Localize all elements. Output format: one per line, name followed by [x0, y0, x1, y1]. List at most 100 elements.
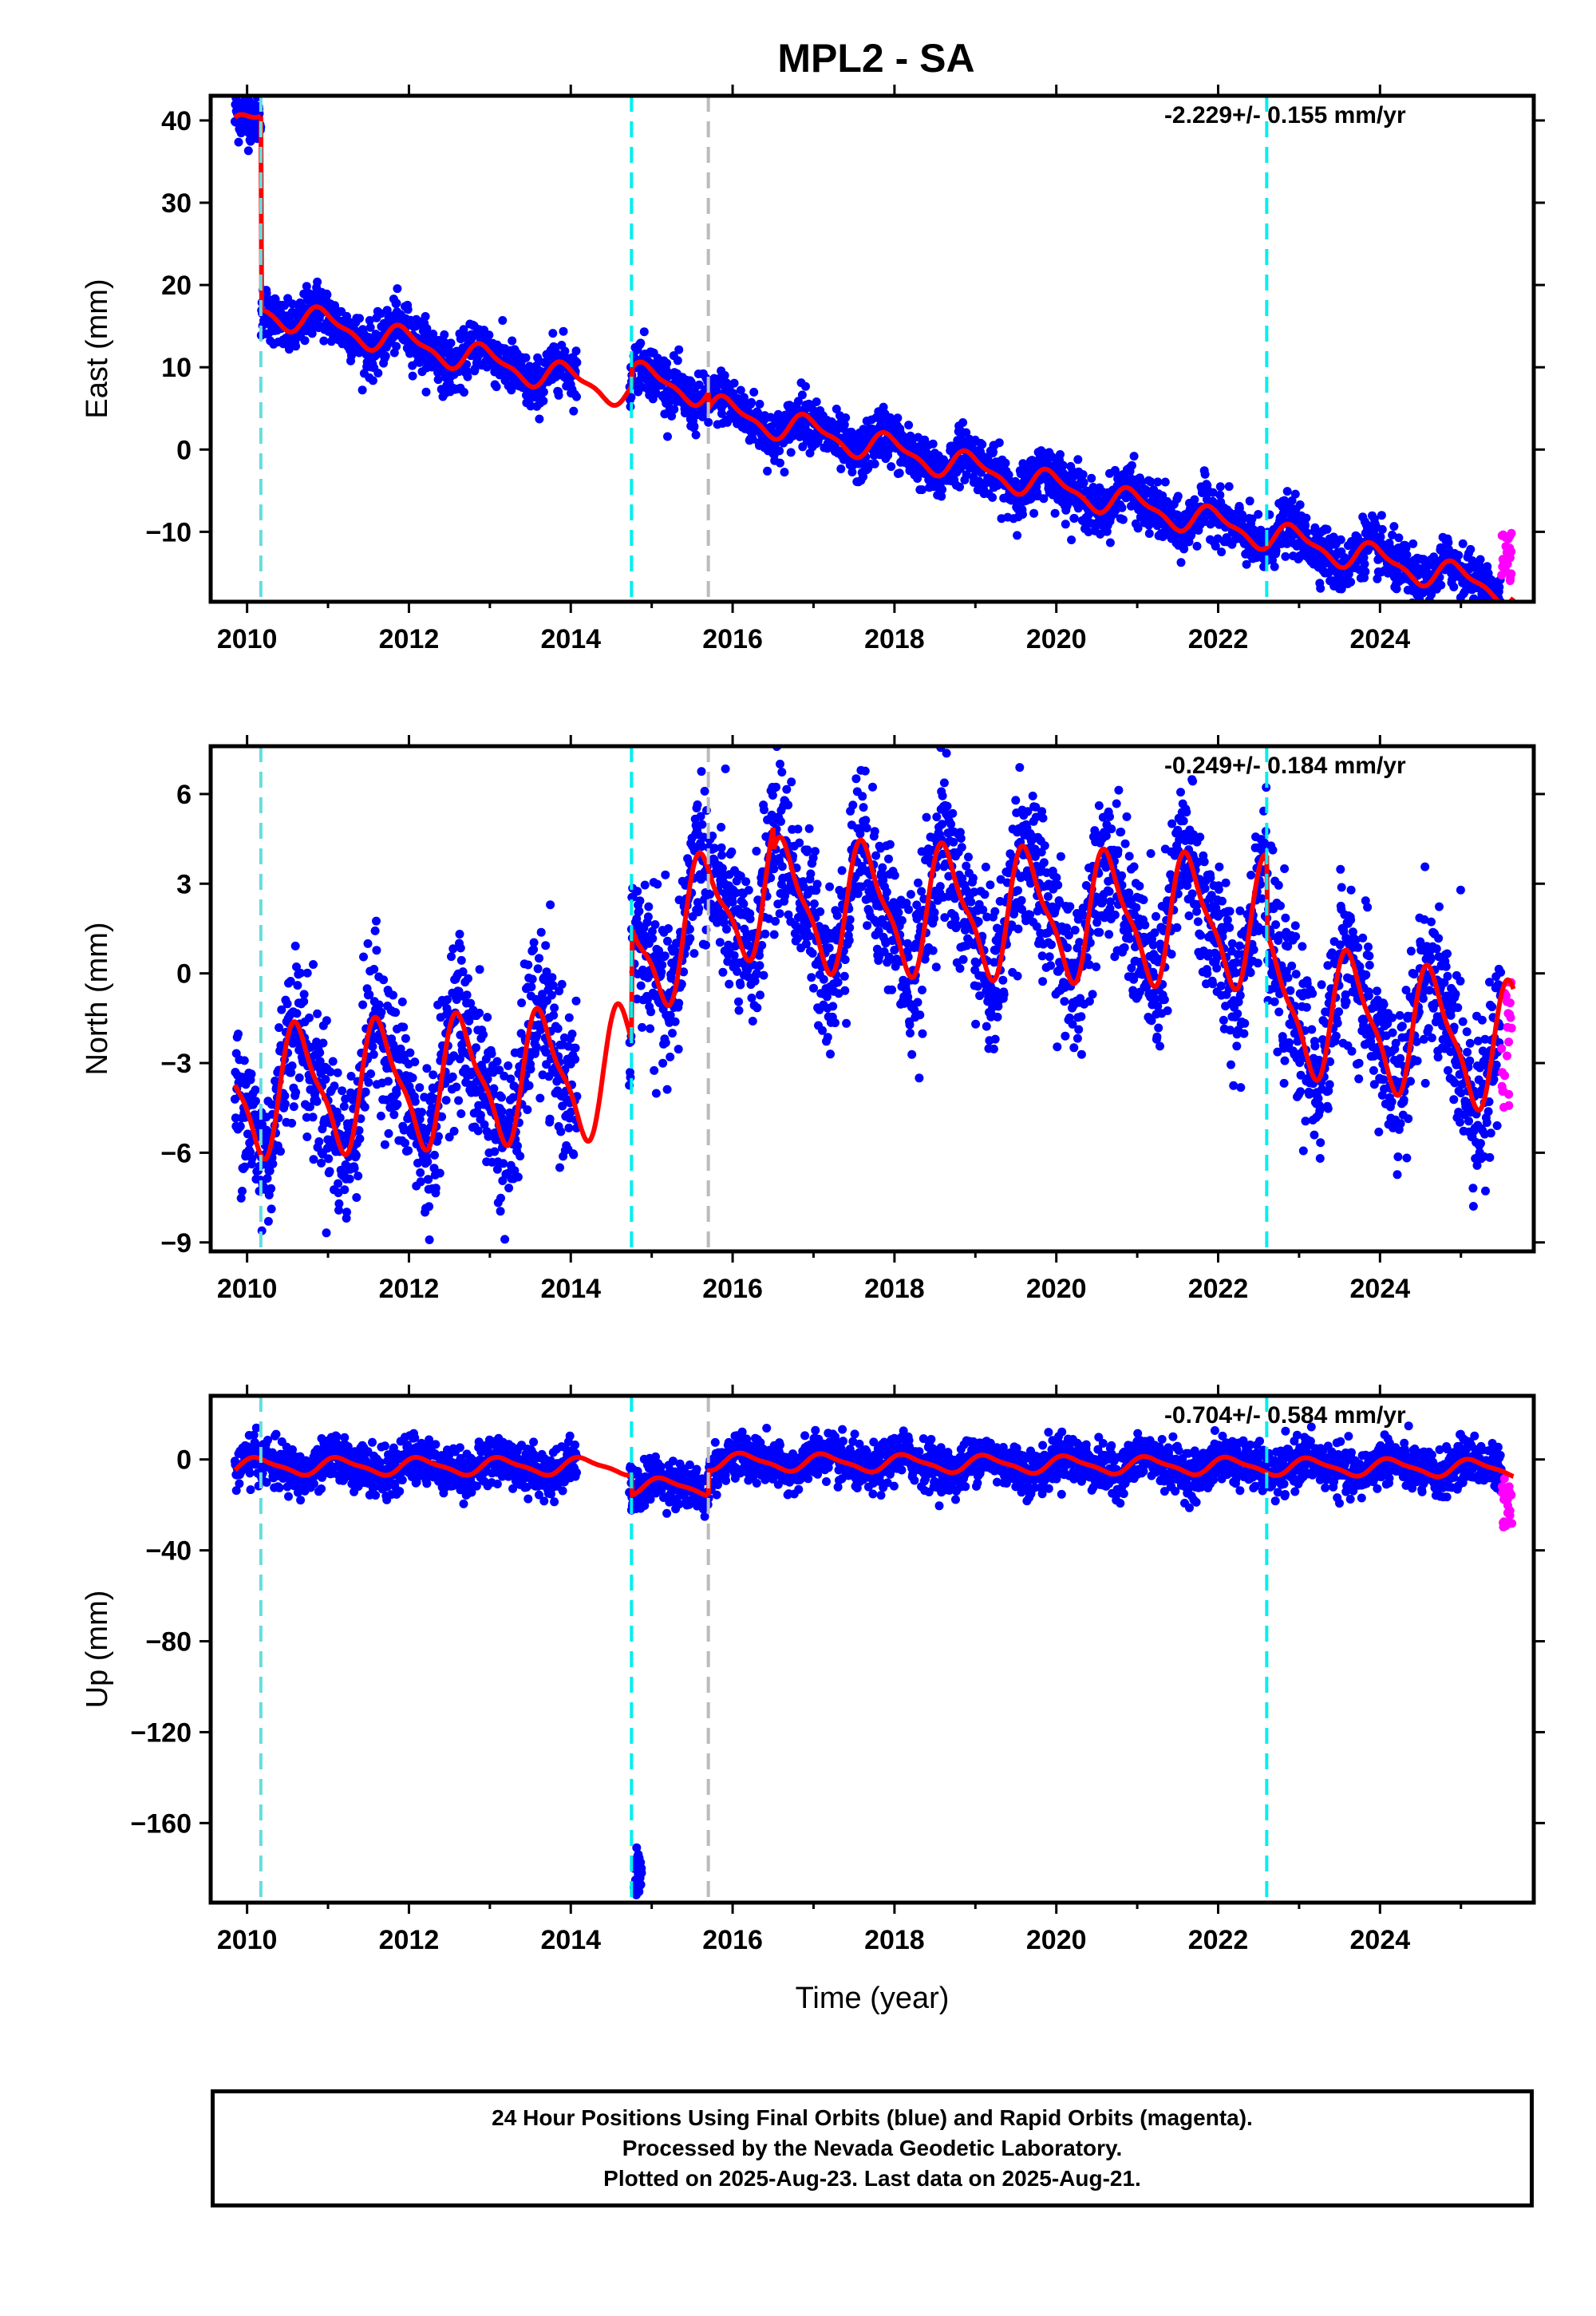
data-point	[1458, 539, 1468, 548]
data-point	[962, 470, 971, 480]
data-point	[704, 417, 713, 427]
data-point	[267, 1184, 276, 1193]
data-point	[670, 405, 679, 414]
data-point	[305, 1102, 314, 1112]
data-point	[747, 994, 757, 1002]
data-point	[1061, 520, 1070, 529]
data-point	[555, 1163, 564, 1172]
data-point	[541, 1048, 551, 1057]
data-point	[382, 306, 392, 315]
data-point	[403, 305, 413, 314]
data-point	[763, 466, 772, 476]
data-point	[1290, 489, 1300, 499]
data-point	[769, 864, 779, 874]
data-point	[1215, 490, 1225, 500]
data-point	[772, 782, 780, 792]
data-point	[651, 1089, 661, 1098]
data-point	[1153, 477, 1163, 487]
data-point	[696, 812, 705, 821]
data-point	[793, 934, 802, 943]
data-point	[745, 914, 755, 923]
data-point	[1476, 607, 1485, 615]
data-point	[780, 468, 789, 477]
data-point	[720, 370, 729, 380]
data-point	[555, 986, 564, 996]
data-point	[291, 1088, 301, 1097]
data-point	[739, 899, 749, 909]
data-point	[292, 962, 301, 971]
data-point	[358, 1000, 368, 1010]
data-point	[365, 990, 374, 999]
data-point	[535, 954, 543, 963]
data-point	[700, 786, 709, 796]
data-point	[723, 957, 733, 966]
data-point	[760, 929, 770, 939]
model-fit-line	[233, 112, 262, 121]
data-point	[640, 880, 650, 890]
plot-area-east	[230, 96, 1516, 621]
data-point	[421, 312, 430, 321]
data-point	[462, 990, 472, 1000]
data-point	[697, 820, 707, 829]
data-point	[808, 949, 817, 958]
data-point	[500, 1235, 510, 1244]
data-point	[808, 853, 818, 863]
data-point	[1224, 482, 1234, 492]
data-point	[373, 369, 383, 377]
data-point	[393, 1100, 402, 1109]
data-point	[529, 945, 539, 954]
data-point	[447, 952, 456, 962]
rapid-point	[1499, 530, 1508, 539]
data-point	[721, 764, 730, 773]
data-point	[287, 1061, 297, 1070]
data-point	[492, 382, 501, 392]
data-point	[635, 896, 645, 906]
data-point	[780, 891, 789, 901]
data-point	[354, 1172, 363, 1180]
data-point	[456, 943, 465, 953]
data-point	[841, 413, 851, 422]
data-point	[1144, 529, 1154, 538]
rapid-point	[1505, 576, 1515, 586]
data-point	[693, 800, 702, 809]
data-point	[376, 1111, 385, 1120]
data-point	[556, 1127, 566, 1136]
data-point	[384, 1077, 393, 1086]
data-point	[422, 1064, 432, 1073]
data-point	[1056, 450, 1065, 459]
data-point	[547, 973, 557, 982]
data-point	[408, 371, 417, 381]
data-point	[1346, 577, 1356, 587]
data-point	[784, 910, 793, 919]
y-tick-label: 10	[161, 353, 192, 383]
data-point	[448, 944, 458, 954]
data-point	[689, 949, 699, 958]
data-point	[755, 951, 764, 960]
data-point	[504, 1184, 514, 1193]
data-point	[480, 1120, 489, 1129]
y-tick-label: −10	[145, 517, 192, 547]
data-point	[733, 966, 742, 976]
data-point	[787, 777, 796, 787]
data-point	[425, 1235, 434, 1244]
data-point	[423, 1157, 433, 1167]
data-point	[784, 800, 793, 810]
data-point	[701, 940, 710, 950]
data-point	[1416, 612, 1424, 621]
data-point	[1287, 496, 1297, 505]
data-point	[277, 1005, 286, 1014]
rapid-point	[1503, 559, 1512, 569]
data-point	[498, 316, 508, 325]
data-point	[1208, 488, 1218, 497]
data-point	[928, 439, 938, 449]
data-point	[717, 823, 726, 832]
data-point	[1454, 551, 1464, 560]
data-point	[397, 997, 407, 1006]
data-point	[429, 330, 438, 338]
data-point	[529, 938, 539, 947]
data-point	[497, 1107, 507, 1116]
data-point	[276, 1147, 285, 1156]
data-point	[455, 930, 464, 939]
